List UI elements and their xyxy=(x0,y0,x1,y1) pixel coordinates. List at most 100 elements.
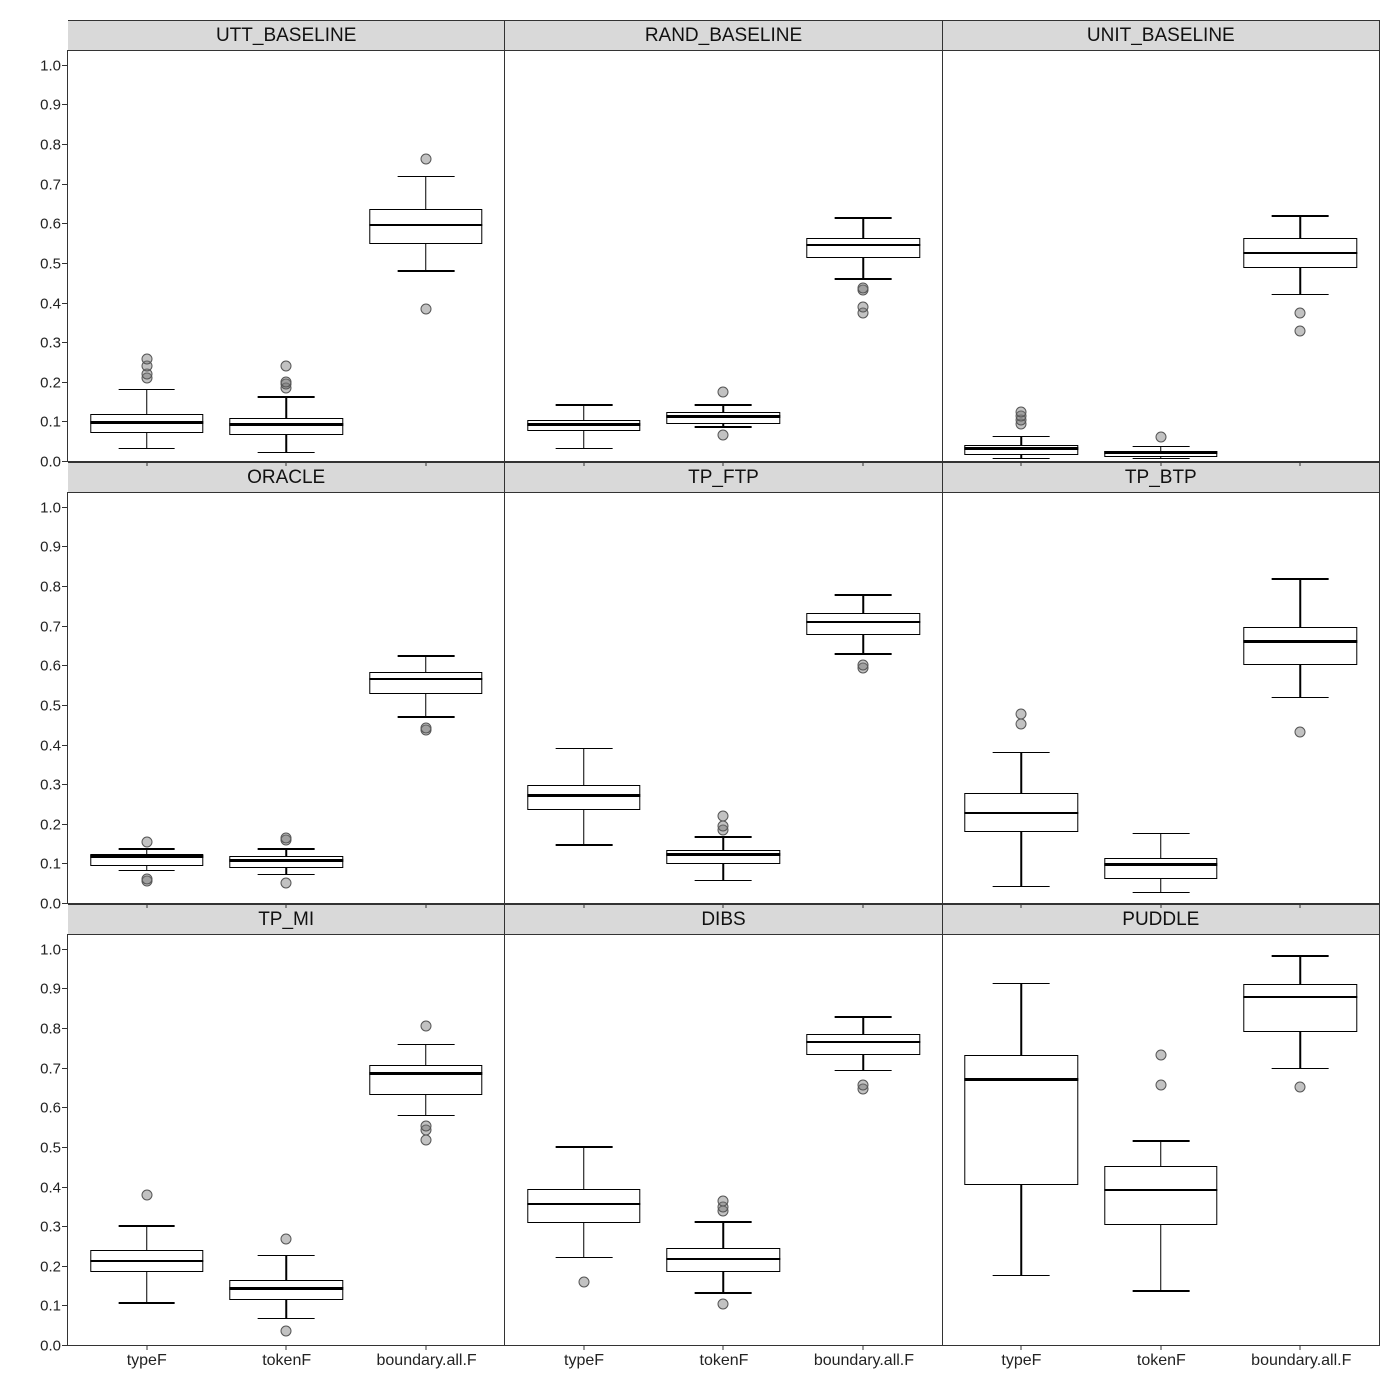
outlier-point xyxy=(718,1196,729,1207)
panel-title: TP_BTP xyxy=(943,463,1379,493)
y-tick-label: 0.0 xyxy=(40,454,61,471)
outlier-point xyxy=(281,361,292,372)
box xyxy=(229,418,342,436)
box xyxy=(527,1189,640,1223)
x-tick-label: tokenF xyxy=(1137,1352,1186,1370)
facet-panel: UNIT_BASELINE xyxy=(943,20,1380,462)
box xyxy=(667,412,780,424)
facet-panel: TP_BTP xyxy=(943,462,1380,904)
outlier-point xyxy=(420,154,431,165)
panel-title: RAND_BASELINE xyxy=(505,21,941,51)
panel-body xyxy=(68,493,504,903)
x-axis: typeFtokenFboundary.all.F xyxy=(505,1346,942,1378)
y-tick-label: 1.0 xyxy=(40,941,61,958)
outlier-point xyxy=(1295,726,1306,737)
outlier-point xyxy=(141,353,152,364)
outlier-point xyxy=(1155,1079,1166,1090)
y-tick-label: 0.4 xyxy=(40,1179,61,1196)
y-tick-label: 0.9 xyxy=(40,97,61,114)
outlier-point xyxy=(141,1190,152,1201)
y-axis: 0.00.10.20.30.40.50.60.70.80.91.0 xyxy=(20,20,68,462)
box xyxy=(667,850,780,864)
x-axis: typeFtokenFboundary.all.F xyxy=(68,1346,505,1378)
outlier-point xyxy=(281,1326,292,1337)
outlier-point xyxy=(858,282,869,293)
outlier-point xyxy=(420,1020,431,1031)
outlier-point xyxy=(420,1135,431,1146)
panel-title: DIBS xyxy=(505,905,941,935)
y-tick-label: 0.7 xyxy=(40,618,61,635)
y-axis: 0.00.10.20.30.40.50.60.70.80.91.0 xyxy=(20,904,68,1346)
box xyxy=(1244,984,1357,1031)
y-tick-label: 0.6 xyxy=(40,1100,61,1117)
panel-title: TP_FTP xyxy=(505,463,941,493)
outlier-point xyxy=(718,430,729,441)
panel-body xyxy=(505,935,941,1345)
y-tick-label: 0.3 xyxy=(40,335,61,352)
box xyxy=(806,1034,919,1056)
x-tick-label: typeF xyxy=(127,1352,167,1370)
facet-panel: PUDDLE xyxy=(943,904,1380,1346)
panel-title: UTT_BASELINE xyxy=(68,21,504,51)
outlier-point xyxy=(1016,718,1027,729)
y-tick-label: 0.3 xyxy=(40,777,61,794)
y-tick-label: 0.2 xyxy=(40,1258,61,1275)
outlier-point xyxy=(858,302,869,313)
y-tick-label: 0.7 xyxy=(40,1060,61,1077)
y-tick-label: 0.5 xyxy=(40,1139,61,1156)
y-tick-label: 0.1 xyxy=(40,856,61,873)
outlier-point xyxy=(718,821,729,832)
y-tick-label: 0.5 xyxy=(40,255,61,272)
box xyxy=(1104,1166,1217,1225)
y-tick-label: 0.7 xyxy=(40,176,61,193)
outlier-point xyxy=(718,811,729,822)
panel-title: UNIT_BASELINE xyxy=(943,21,1379,51)
box xyxy=(369,1065,482,1095)
y-tick-label: 0.4 xyxy=(40,295,61,312)
y-tick-label: 0.8 xyxy=(40,1021,61,1038)
y-tick-label: 0.8 xyxy=(40,137,61,154)
x-axis: typeFtokenFboundary.all.F xyxy=(943,1346,1380,1378)
x-tick-label: typeF xyxy=(1001,1352,1041,1370)
facet-panel: UTT_BASELINE xyxy=(68,20,505,462)
panel-body xyxy=(943,493,1379,903)
box xyxy=(1244,627,1357,664)
outlier-point xyxy=(1155,1050,1166,1061)
box xyxy=(964,1055,1077,1185)
outlier-point xyxy=(281,832,292,843)
facet-panel: DIBS xyxy=(505,904,942,1346)
box xyxy=(806,238,919,258)
outlier-point xyxy=(718,1298,729,1309)
y-tick-label: 0.6 xyxy=(40,216,61,233)
box xyxy=(667,1248,780,1272)
outlier-point xyxy=(1295,308,1306,319)
outlier-point xyxy=(281,377,292,388)
y-axis: 0.00.10.20.30.40.50.60.70.80.91.0 xyxy=(20,462,68,904)
y-tick-label: 0.4 xyxy=(40,737,61,754)
outlier-point xyxy=(1155,432,1166,443)
outlier-point xyxy=(578,1276,589,1287)
facet-panel: ORACLE xyxy=(68,462,505,904)
panel-body xyxy=(68,51,504,461)
panel-body xyxy=(68,935,504,1345)
panel-body xyxy=(505,493,941,903)
outlier-point xyxy=(1295,1081,1306,1092)
y-tick-label: 0.2 xyxy=(40,816,61,833)
outlier-point xyxy=(420,722,431,733)
box xyxy=(806,613,919,635)
box xyxy=(369,672,482,694)
box xyxy=(369,209,482,244)
y-tick-label: 0.9 xyxy=(40,981,61,998)
x-tick-label: tokenF xyxy=(700,1352,749,1370)
outlier-point xyxy=(141,836,152,847)
outlier-point xyxy=(1016,406,1027,417)
panel-body xyxy=(943,935,1379,1345)
y-tick-label: 0.0 xyxy=(40,896,61,913)
y-tick-label: 1.0 xyxy=(40,499,61,516)
panel-title: PUDDLE xyxy=(943,905,1379,935)
facet-panel: RAND_BASELINE xyxy=(505,20,942,462)
y-tick-label: 0.3 xyxy=(40,1219,61,1236)
y-tick-label: 0.1 xyxy=(40,414,61,431)
panel-title: TP_MI xyxy=(68,905,504,935)
outlier-point xyxy=(420,1121,431,1132)
